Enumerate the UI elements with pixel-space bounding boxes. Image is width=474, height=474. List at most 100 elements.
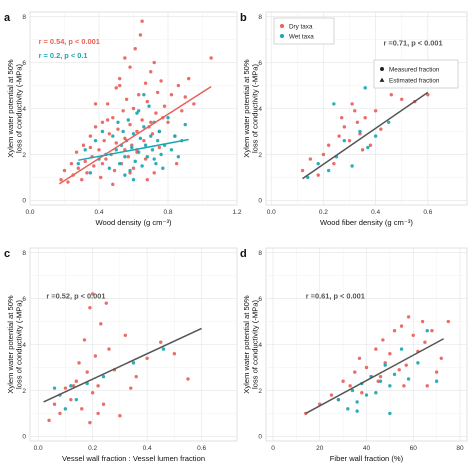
- data-point: [373, 109, 378, 113]
- data-point: [74, 397, 79, 402]
- data-point: [145, 356, 149, 360]
- data-point: [162, 104, 167, 108]
- data-point: [348, 384, 352, 388]
- data-point: [173, 134, 177, 138]
- data-point: [423, 340, 427, 344]
- x-tick-label: 40: [363, 445, 371, 452]
- data-point: [326, 143, 331, 147]
- x-tick-label: 0.4: [143, 445, 152, 452]
- x-tick-label: 0.6: [423, 209, 432, 216]
- data-point: [321, 152, 326, 157]
- data-point: [174, 161, 179, 166]
- y-tick-label: 2: [22, 388, 26, 395]
- data-point: [381, 338, 385, 342]
- data-point: [100, 120, 105, 124]
- data-point: [341, 379, 345, 383]
- data-point: [126, 118, 131, 122]
- data-point: [123, 155, 127, 159]
- data-point: [402, 384, 406, 388]
- data-point: [90, 292, 95, 296]
- data-point: [69, 384, 73, 388]
- x-tick-label: 0.4: [94, 209, 103, 216]
- data-point: [159, 152, 163, 157]
- data-point: [66, 180, 70, 184]
- data-point: [342, 138, 347, 143]
- y-tick-label: 6: [258, 296, 262, 303]
- x-tick-label: 0.0: [267, 209, 276, 216]
- data-point: [83, 148, 87, 152]
- data-point: [306, 175, 310, 180]
- x-axis-title: Wood fiber density (g cm⁻³): [320, 218, 413, 227]
- data-point: [366, 145, 370, 150]
- data-point: [360, 148, 365, 152]
- stat-annotation: r =0.52, p < 0.001: [46, 292, 105, 301]
- data-point: [104, 301, 108, 305]
- data-point: [399, 324, 404, 328]
- data-point: [131, 178, 136, 182]
- data-point: [145, 178, 149, 182]
- data-point: [131, 361, 136, 365]
- data-point: [111, 134, 115, 138]
- data-point: [88, 171, 93, 175]
- data-point: [88, 145, 93, 150]
- panel-a: a 0.0 0.4 0.8 1.2 0 2 4 6 8 Wood density (g cm⁻³) X…: [4, 11, 242, 227]
- data-point: [155, 90, 160, 95]
- data-point: [376, 379, 380, 383]
- data-point: [425, 384, 429, 388]
- data-point: [358, 129, 362, 134]
- x-tick-label: 0.4: [371, 209, 380, 216]
- data-point: [107, 132, 112, 136]
- x-axis-title: Vessel wall fraction : Vessel lumen frac…: [62, 454, 205, 463]
- data-point: [131, 166, 136, 170]
- data-point: [58, 411, 62, 416]
- y-tick-label: 2: [22, 152, 26, 159]
- data-point: [96, 411, 100, 416]
- y-tick-label: 2: [258, 388, 262, 395]
- data-point: [131, 106, 136, 111]
- x-tick-label: 0.0: [34, 445, 43, 452]
- x-tick-label: 0.0: [25, 209, 34, 216]
- series-wet-taxa: [336, 329, 439, 416]
- series-wet-taxa: [52, 347, 166, 411]
- data-point: [123, 173, 127, 177]
- data-point: [149, 70, 153, 74]
- data-point: [140, 19, 144, 23]
- y-axis-title-line: loss of conductivity (-MPa): [15, 300, 24, 390]
- data-point: [118, 76, 122, 81]
- stat-annotation: r =0.71, p < 0.001: [383, 38, 442, 47]
- y-tick-label: 6: [22, 296, 26, 303]
- legend-taxa: Dry taxa Wet taxa: [273, 17, 335, 45]
- data-point: [155, 138, 160, 143]
- x-axis-title: Wood density (g cm⁻³): [95, 218, 172, 227]
- data-point: [430, 329, 434, 333]
- fit-line: [302, 91, 429, 180]
- data-point: [47, 418, 51, 423]
- data-point: [186, 377, 190, 381]
- data-point: [128, 65, 132, 69]
- y-axis-title-line: loss of conductivity (-MPa): [251, 64, 260, 154]
- data-point: [76, 161, 81, 166]
- x-tick-label: 60: [410, 445, 418, 452]
- data-point: [80, 178, 84, 182]
- data-point: [69, 397, 73, 402]
- data-point: [114, 86, 118, 90]
- x-axis-title: Fiber wall fraction (%): [330, 454, 404, 463]
- data-point: [154, 161, 158, 166]
- data-point: [350, 388, 355, 393]
- data-point: [131, 132, 136, 136]
- data-point: [379, 127, 383, 131]
- x-tick-label: 0.2: [319, 209, 328, 216]
- data-point: [355, 400, 359, 404]
- data-point: [142, 125, 146, 129]
- data-point: [101, 374, 106, 379]
- data-point: [118, 414, 122, 418]
- data-point: [140, 118, 144, 122]
- data-point: [355, 120, 360, 124]
- y-tick-label: 0: [258, 434, 262, 441]
- data-point: [142, 93, 146, 97]
- data-point: [88, 420, 92, 425]
- data-point: [124, 97, 129, 102]
- data-point: [346, 407, 350, 411]
- data-point: [446, 319, 451, 324]
- data-point: [183, 122, 187, 127]
